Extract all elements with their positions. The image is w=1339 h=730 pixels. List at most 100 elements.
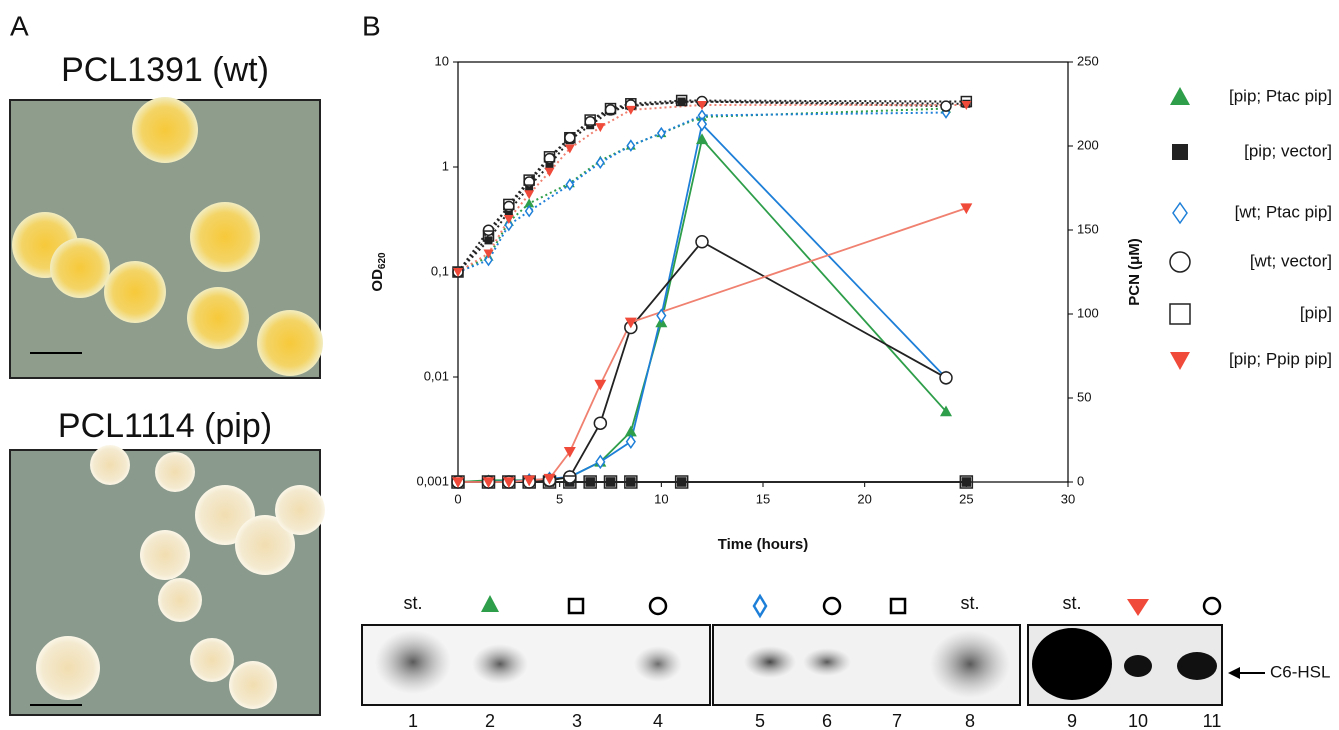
marker [482,477,495,488]
marker [675,94,688,107]
marker [565,178,575,191]
marker [625,434,636,449]
pcn-line [458,207,967,483]
marker [695,235,709,249]
marker [624,425,637,437]
marker [524,190,535,200]
marker [696,116,708,132]
y2-tick-label: 50 [1077,389,1091,404]
x-tick-label: 15 [756,491,770,506]
od-line [457,111,947,273]
panel-label: B [362,10,381,41]
y-tick-label: 0,1 [431,263,449,278]
colony-photo [9,445,325,716]
legend-marker [1169,303,1191,325]
legend-marker [1170,87,1190,105]
marker [939,371,953,385]
lane-header: st. [1062,593,1081,613]
marker [482,224,495,236]
marker [605,477,616,487]
legend-label: [pip] [1300,303,1332,322]
legend-marker [1172,144,1188,160]
x-tick-label: 10 [654,491,668,506]
lane-number: 1 [408,711,418,730]
legend-label: [wt; Ptac pip] [1235,202,1332,221]
y-axis-label: OD620 [369,252,388,292]
x-tick-label: 30 [1061,491,1075,506]
legend-label: [pip; vector] [1244,141,1332,160]
y2-tick-label: 250 [1077,53,1099,68]
marker [545,160,554,169]
marker [563,475,577,489]
marker [595,123,606,133]
marker [594,379,607,391]
x-tick-label: 20 [857,491,871,506]
marker [624,317,637,329]
marker [656,308,667,323]
legend-label: [wt; vector] [1250,251,1332,270]
colony-photo [9,97,323,379]
marker [585,477,595,487]
marker [677,97,686,106]
marker [625,105,636,115]
y2-tick-label: 200 [1077,137,1099,152]
x-axis-label: Time (hours) [718,536,809,553]
lane-number: 4 [653,711,663,730]
marker [564,131,576,144]
marker [961,100,972,110]
marker [563,446,576,458]
x-tick-label: 25 [959,491,973,506]
y2-tick-label: 100 [1077,305,1099,320]
y2-axis-label: PCN (μM) [1126,238,1143,306]
marker [959,475,974,489]
legend-label: [pip; Ppip pip] [1229,349,1332,368]
marker [523,475,536,487]
y-tick-label: 1 [442,158,449,173]
marker [593,416,608,430]
lane-header: st. [403,593,422,613]
legend-label: [pip; Ptac pip] [1229,86,1332,105]
marker [624,475,638,489]
marker [696,133,708,145]
lane-number: 3 [572,711,582,730]
marker [544,167,555,177]
lane-number: 2 [485,711,495,730]
marker [603,475,618,489]
od-line [457,103,967,273]
marker [563,470,577,484]
marker [940,405,952,417]
marker [524,198,535,208]
lane-number: 6 [822,711,832,730]
lane-number: 11 [1203,711,1222,730]
marker [503,198,515,211]
marker [604,102,617,115]
photo-title: PCL1391 (wt) [61,51,269,89]
marker [626,477,636,487]
y2-tick-label: 0 [1077,473,1084,488]
marker [656,126,666,140]
marker [676,477,687,487]
marker [674,475,689,489]
marker [697,100,707,110]
marker [453,268,463,277]
marker [626,139,636,152]
marker [484,253,493,267]
legend-marker [1170,352,1190,370]
legend-marker [1169,251,1191,273]
marker [503,214,514,224]
marker [524,204,534,218]
marker [543,473,556,485]
marker [452,477,464,488]
od-line [457,100,967,273]
marker [523,174,535,186]
marker [940,100,952,112]
y-tick-label: 10 [435,53,449,68]
lane-number: 5 [755,711,765,730]
marker [595,156,605,169]
lane-number: 8 [965,711,975,730]
x-tick-label: 0 [454,491,461,506]
photo-title: PCL1114 (pip) [58,407,272,445]
marker [961,477,972,487]
marker [504,218,514,232]
